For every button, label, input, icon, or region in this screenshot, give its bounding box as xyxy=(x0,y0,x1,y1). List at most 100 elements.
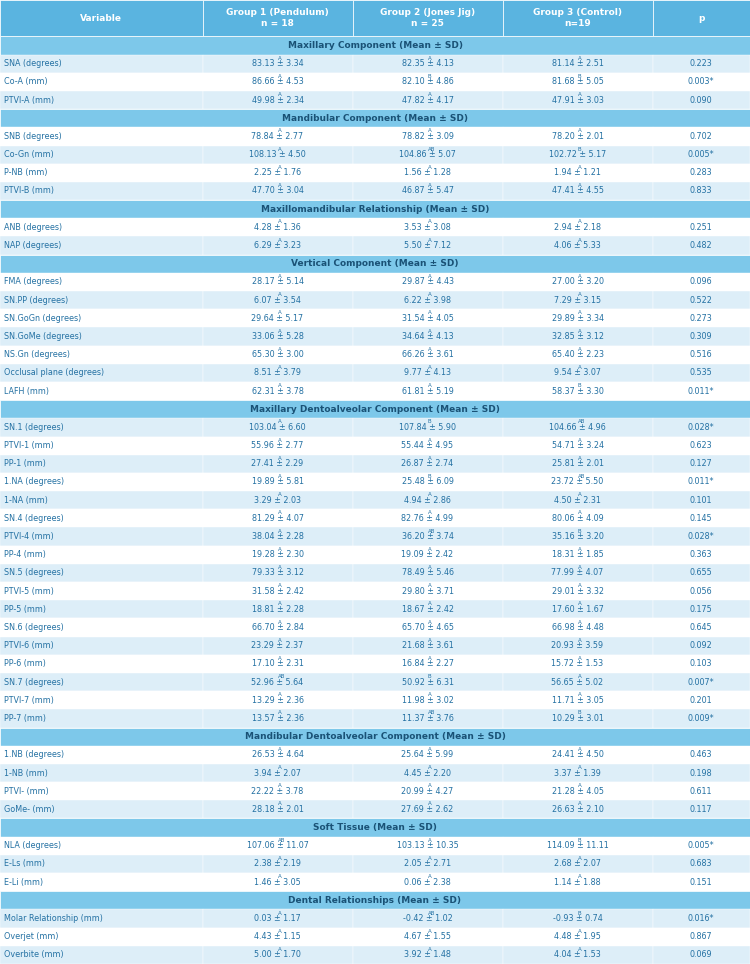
Text: GoMe- (mm): GoMe- (mm) xyxy=(4,805,55,814)
Bar xyxy=(202,673,352,691)
Text: Maxillary Component (Mean ± SD): Maxillary Component (Mean ± SD) xyxy=(287,41,463,50)
Text: A: A xyxy=(427,638,431,643)
Bar xyxy=(652,127,750,146)
Bar xyxy=(503,710,652,728)
Text: 66.26 ± 3.61: 66.26 ± 3.61 xyxy=(402,350,453,360)
Text: A: A xyxy=(427,93,431,97)
Bar xyxy=(0,72,202,91)
Bar xyxy=(352,927,503,946)
Text: PTVI-4 (mm): PTVI-4 (mm) xyxy=(4,532,54,541)
Text: AB: AB xyxy=(578,474,585,479)
Text: 47.41 ± 4.55: 47.41 ± 4.55 xyxy=(551,186,604,196)
Text: 0.103: 0.103 xyxy=(690,659,712,668)
Text: A: A xyxy=(578,928,581,934)
Bar xyxy=(652,855,750,873)
Text: 0.056: 0.056 xyxy=(690,587,712,596)
Text: 29.87 ± 4.43: 29.87 ± 4.43 xyxy=(401,278,454,286)
Bar xyxy=(503,691,652,710)
Text: A: A xyxy=(578,784,581,789)
Bar xyxy=(202,437,352,455)
Text: 103.13 ± 10.35: 103.13 ± 10.35 xyxy=(397,842,458,850)
Text: 0.702: 0.702 xyxy=(690,132,712,141)
Bar xyxy=(0,309,202,328)
Text: 9.77 ± 4.13: 9.77 ± 4.13 xyxy=(404,368,451,377)
Text: 34.64 ± 4.13: 34.64 ± 4.13 xyxy=(402,332,453,341)
Text: 20.93 ± 3.59: 20.93 ± 3.59 xyxy=(551,641,604,650)
Text: A: A xyxy=(278,419,281,424)
Bar xyxy=(202,582,352,601)
Bar xyxy=(503,164,652,182)
Text: A: A xyxy=(427,838,431,843)
Bar xyxy=(503,746,652,763)
Text: 0.028*: 0.028* xyxy=(688,423,715,432)
Bar xyxy=(503,0,652,37)
Bar xyxy=(352,636,503,655)
Bar xyxy=(652,345,750,363)
Text: 6.07 ± 3.54: 6.07 ± 3.54 xyxy=(254,296,301,305)
Text: 0.198: 0.198 xyxy=(690,768,712,778)
Text: 80.06 ± 4.09: 80.06 ± 4.09 xyxy=(551,514,603,522)
Bar xyxy=(0,182,202,201)
Bar xyxy=(0,746,202,763)
Bar xyxy=(202,164,352,182)
Bar xyxy=(652,473,750,491)
Bar xyxy=(352,146,503,164)
Bar xyxy=(652,437,750,455)
Text: 0.833: 0.833 xyxy=(690,186,712,196)
Text: 55.96 ± 2.77: 55.96 ± 2.77 xyxy=(251,442,304,450)
Text: 26.87 ± 2.74: 26.87 ± 2.74 xyxy=(401,459,454,469)
Bar xyxy=(652,328,750,345)
Bar xyxy=(202,763,352,782)
Text: B: B xyxy=(427,674,431,679)
Bar xyxy=(352,455,503,473)
Bar xyxy=(652,72,750,91)
Text: A: A xyxy=(427,220,431,225)
Bar xyxy=(0,328,202,345)
Bar xyxy=(503,146,652,164)
Text: Soft Tissue (Mean ± SD): Soft Tissue (Mean ± SD) xyxy=(313,823,437,832)
Text: A: A xyxy=(278,911,281,916)
Bar xyxy=(0,0,202,37)
Bar xyxy=(0,582,202,601)
Text: 107.84 ± 5.90: 107.84 ± 5.90 xyxy=(399,423,456,432)
Text: 19.28 ± 2.30: 19.28 ± 2.30 xyxy=(251,550,304,559)
Text: A: A xyxy=(278,692,281,697)
Text: 4.48 ± 1.95: 4.48 ± 1.95 xyxy=(554,932,601,941)
Text: A: A xyxy=(278,801,281,807)
Bar xyxy=(652,691,750,710)
Text: A: A xyxy=(427,347,431,352)
Text: 0.127: 0.127 xyxy=(690,459,712,469)
Text: A: A xyxy=(427,493,431,497)
Text: PP-1 (mm): PP-1 (mm) xyxy=(4,459,46,469)
Bar xyxy=(503,837,652,855)
Text: 16.84 ± 2.27: 16.84 ± 2.27 xyxy=(401,659,454,668)
Text: PTVI-B (mm): PTVI-B (mm) xyxy=(4,186,55,196)
Text: 55.44 ± 4.95: 55.44 ± 4.95 xyxy=(401,442,454,450)
Text: A: A xyxy=(278,56,281,61)
Bar xyxy=(352,418,503,437)
Text: SN.6 (degrees): SN.6 (degrees) xyxy=(4,623,64,632)
Bar xyxy=(352,782,503,800)
Text: 1.NA (degrees): 1.NA (degrees) xyxy=(4,477,64,487)
Text: 9.54 ± 3.07: 9.54 ± 3.07 xyxy=(554,368,601,377)
Bar xyxy=(352,236,503,254)
Bar xyxy=(652,509,750,527)
Text: E-Ls (mm): E-Ls (mm) xyxy=(4,860,46,869)
Text: 78.84 ± 2.77: 78.84 ± 2.77 xyxy=(251,132,304,141)
Text: 56.65 ± 5.02: 56.65 ± 5.02 xyxy=(551,678,604,686)
Bar xyxy=(352,564,503,582)
Bar xyxy=(0,55,202,72)
Text: 13.29 ± 2.36: 13.29 ± 2.36 xyxy=(251,696,304,705)
Bar xyxy=(352,619,503,636)
Text: 66.98 ± 4.48: 66.98 ± 4.48 xyxy=(551,623,603,632)
Text: PTVI-7 (mm): PTVI-7 (mm) xyxy=(4,696,54,705)
Text: 27.69 ± 2.62: 27.69 ± 2.62 xyxy=(401,805,454,814)
Text: A: A xyxy=(278,165,281,170)
Text: PTVI-A (mm): PTVI-A (mm) xyxy=(4,95,55,104)
Text: SN.PP (degrees): SN.PP (degrees) xyxy=(4,296,69,305)
Text: A: A xyxy=(578,747,581,752)
Text: A: A xyxy=(427,692,431,697)
Text: SN.GoMe (degrees): SN.GoMe (degrees) xyxy=(4,332,82,341)
Bar xyxy=(0,909,202,927)
Text: 18.31 ± 1.85: 18.31 ± 1.85 xyxy=(551,550,603,559)
